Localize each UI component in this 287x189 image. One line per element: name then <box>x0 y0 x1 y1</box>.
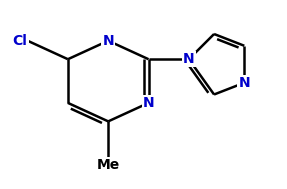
Text: N: N <box>183 52 195 66</box>
Text: N: N <box>102 34 114 48</box>
Text: N: N <box>143 96 154 110</box>
Text: Cl: Cl <box>13 34 28 48</box>
Text: N: N <box>238 76 250 90</box>
Text: Me: Me <box>97 158 120 172</box>
